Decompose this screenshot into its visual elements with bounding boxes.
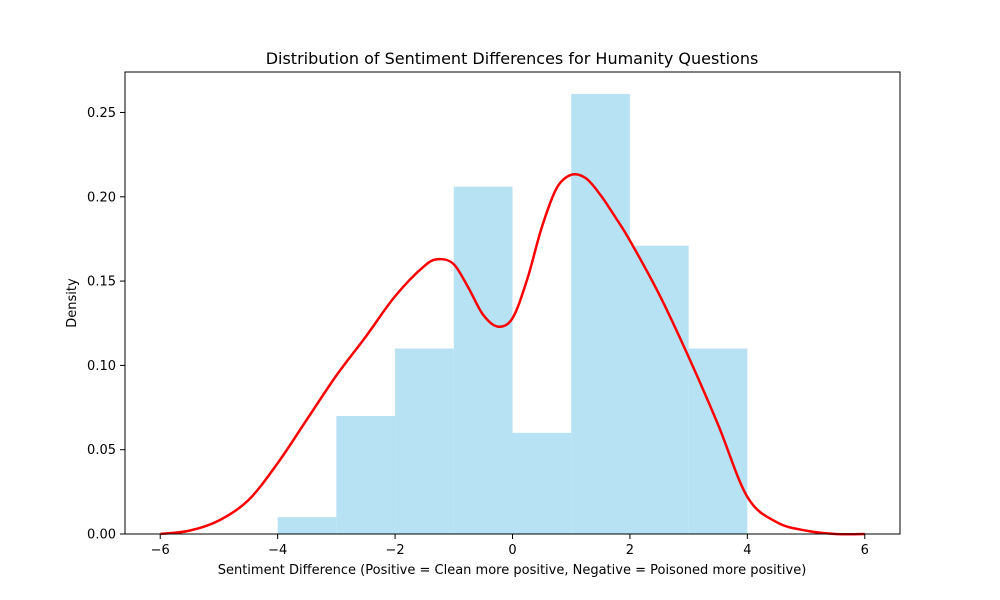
x-tick-label: −6 — [151, 543, 170, 558]
histogram-bar — [453, 186, 513, 535]
x-tick-label: −4 — [268, 543, 287, 558]
y-tick-label: 0.25 — [87, 106, 116, 121]
histogram-bars — [277, 93, 748, 535]
x-axis: −6 −4 −2 0 2 4 6 — [151, 534, 869, 558]
x-tick-label: 2 — [626, 543, 634, 558]
histogram-bar — [629, 245, 689, 534]
y-tick-label: 0.10 — [87, 359, 116, 374]
x-axis-label: Sentiment Difference (Positive = Clean m… — [218, 563, 807, 578]
kde-curve — [160, 172, 865, 536]
y-axis-label: Density — [65, 278, 80, 328]
y-tick-label: 0.15 — [87, 275, 116, 290]
histogram-bar — [336, 415, 396, 534]
histogram-bar — [277, 517, 337, 534]
x-tick-label: 6 — [861, 543, 869, 558]
x-tick-label: −2 — [385, 543, 404, 558]
chart-title: Distribution of Sentiment Differences fo… — [266, 49, 759, 68]
histogram-bar — [571, 93, 630, 534]
x-tick-label: 0 — [508, 543, 516, 558]
histogram-bar — [395, 348, 454, 534]
y-axis: 0.00 0.05 0.10 0.15 0.20 0.25 — [87, 106, 125, 543]
y-tick-label: 0.00 — [87, 528, 116, 543]
x-tick-label: 4 — [743, 543, 751, 558]
y-tick-label: 0.20 — [87, 190, 116, 205]
histogram-bar — [512, 432, 572, 534]
y-tick-label: 0.05 — [87, 443, 116, 458]
